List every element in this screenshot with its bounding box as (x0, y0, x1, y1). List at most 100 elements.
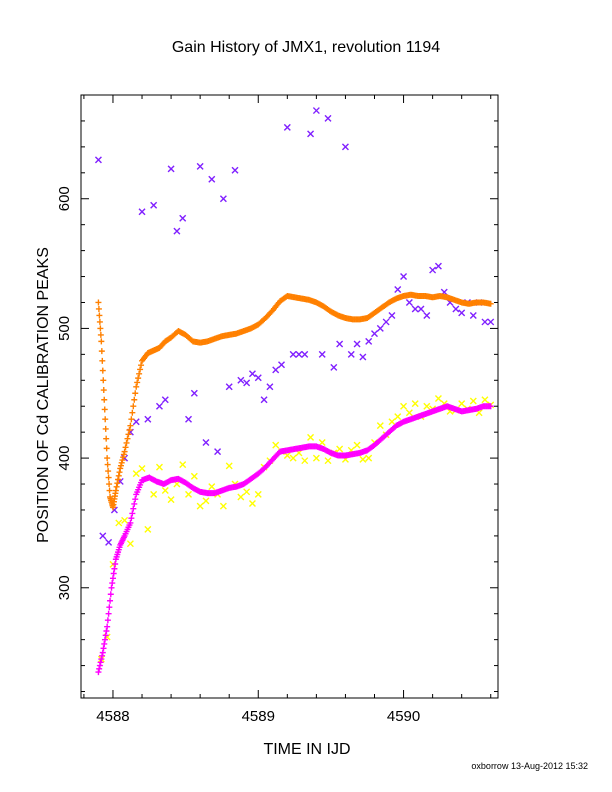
data-point (405, 409, 413, 417)
data-point (101, 636, 108, 643)
data-point (131, 396, 138, 403)
data-point (98, 338, 105, 345)
data-point (341, 143, 349, 151)
data-point (202, 497, 210, 505)
plot-frame (80, 94, 499, 699)
data-marks (94, 107, 495, 676)
data-point (289, 350, 297, 358)
series-2 (97, 394, 495, 663)
data-point (107, 591, 114, 598)
data-point (185, 490, 193, 498)
data-point (179, 461, 187, 469)
y-axis-label: POSITION OF Cd CALIBRATION PEAKS (35, 247, 52, 543)
data-point (411, 305, 419, 313)
data-point (124, 435, 131, 442)
data-point (272, 441, 280, 449)
data-point (353, 441, 361, 449)
data-point (423, 311, 431, 319)
data-point (94, 156, 102, 164)
data-point (138, 464, 146, 472)
data-point (429, 266, 437, 274)
data-point (266, 383, 274, 391)
data-point (301, 457, 309, 465)
data-point (243, 379, 251, 387)
data-point (133, 383, 140, 390)
data-point (132, 390, 139, 397)
data-point (400, 402, 408, 410)
data-point (347, 350, 355, 358)
data-point (434, 262, 442, 270)
data-point (101, 396, 108, 403)
x-tick-label-1: 4589 (242, 708, 275, 725)
data-point (190, 472, 198, 480)
data-point (96, 665, 103, 672)
data-point (113, 483, 120, 490)
data-point (458, 400, 466, 408)
data-point (196, 162, 204, 170)
data-point (132, 470, 140, 478)
data-point (107, 597, 114, 604)
data-point (138, 208, 146, 216)
data-point (219, 502, 227, 510)
data-point (469, 311, 477, 319)
data-point (130, 505, 137, 512)
data-point (112, 487, 119, 494)
data-point (104, 461, 111, 468)
data-point (243, 488, 251, 496)
data-point (405, 298, 413, 306)
data-point (96, 318, 103, 325)
data-point (98, 656, 105, 663)
data-point (382, 318, 390, 326)
data-point (365, 454, 373, 462)
data-point (307, 130, 315, 138)
data-point (376, 324, 384, 332)
data-point (109, 575, 116, 582)
data-point (278, 361, 286, 369)
data-point (99, 367, 106, 374)
data-point (388, 311, 396, 319)
data-point (130, 403, 137, 410)
data-point (122, 444, 129, 451)
data-point (208, 175, 216, 183)
data-point (144, 525, 152, 533)
data-point (150, 201, 158, 209)
data-point (97, 659, 104, 666)
x-tick-label-2: 4590 (387, 708, 420, 725)
data-point (324, 114, 332, 122)
data-point (103, 445, 110, 452)
data-point (324, 457, 332, 465)
series-3 (94, 107, 495, 546)
data-point (254, 490, 262, 498)
data-point (202, 439, 210, 447)
data-point (260, 396, 268, 404)
data-point (106, 604, 113, 611)
data-point (102, 416, 109, 423)
data-point (105, 610, 112, 617)
data-point (105, 474, 112, 481)
data-point (99, 649, 106, 656)
data-point (487, 300, 494, 307)
data-point (99, 357, 106, 364)
data-point (394, 286, 402, 294)
data-point (400, 273, 408, 281)
data-point (134, 379, 141, 386)
data-point (128, 416, 135, 423)
data-point (95, 299, 102, 306)
data-point (97, 331, 104, 338)
data-point (359, 353, 367, 361)
data-point (179, 214, 187, 222)
data-point (336, 340, 344, 348)
data-point (312, 107, 320, 115)
y-tick-label-1: 400 (56, 446, 73, 471)
data-point (119, 457, 126, 464)
data-point (208, 483, 216, 491)
data-point (365, 337, 373, 345)
data-point (129, 510, 136, 517)
data-point (371, 330, 378, 338)
data-point (376, 422, 384, 430)
data-point (225, 383, 233, 391)
data-point (214, 448, 222, 456)
data-point (100, 645, 107, 652)
data-point (115, 476, 122, 483)
